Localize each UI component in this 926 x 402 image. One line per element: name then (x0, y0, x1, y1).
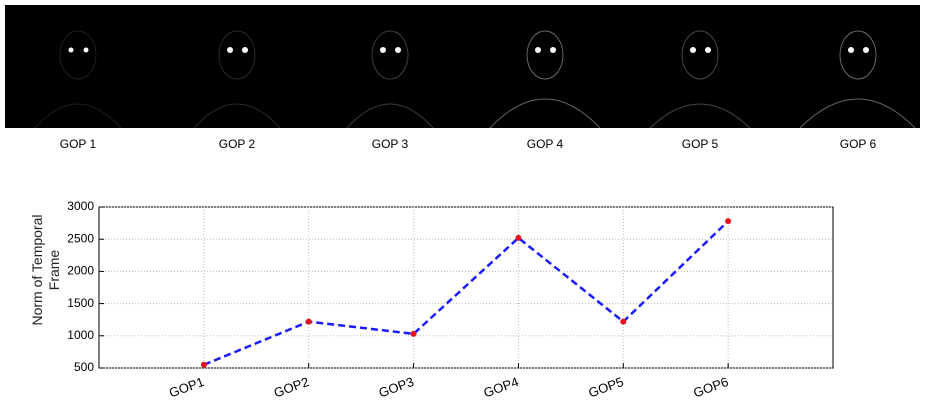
figure: GOP 1 GOP 2 GOP 3 GOP 4 GOP 5 GOP 6 500 1000 150… (0, 0, 926, 402)
y-tick-label: 1500 (67, 296, 94, 310)
frame-label: GOP 3 (372, 137, 409, 151)
y-tick-label: 1000 (67, 328, 94, 342)
data-point (306, 319, 312, 325)
x-tick-label: GOP6 (691, 374, 730, 400)
page: {"frames": {"labels": ["GOP 1", "GOP 2",… (0, 0, 926, 402)
x-tick-label: GOP1 (167, 374, 206, 400)
frame-label: GOP 1 (60, 137, 97, 151)
data-point (515, 235, 521, 241)
frame-label: GOP 6 (840, 137, 877, 151)
y-tick-label: 3000 (67, 199, 94, 213)
y-tick-label: 2500 (67, 231, 94, 245)
data-point (201, 362, 207, 368)
x-tick-label: GOP3 (377, 374, 416, 400)
y-tick-label: 2000 (67, 264, 94, 278)
data-point (620, 319, 626, 325)
y-tick-label: 500 (74, 360, 94, 374)
data-point (725, 218, 731, 224)
y-axis-label: Norm of Temporal Frame (29, 200, 63, 340)
frame-label: GOP 5 (682, 137, 719, 151)
x-tick-label: GOP4 (482, 374, 521, 400)
frame-label: GOP 4 (527, 137, 564, 151)
frame-strip (5, 5, 920, 128)
x-tick-label: GOP2 (272, 374, 311, 400)
frame-label: GOP 2 (219, 137, 256, 151)
data-point (411, 331, 417, 337)
x-tick-label: GOP5 (586, 374, 625, 400)
